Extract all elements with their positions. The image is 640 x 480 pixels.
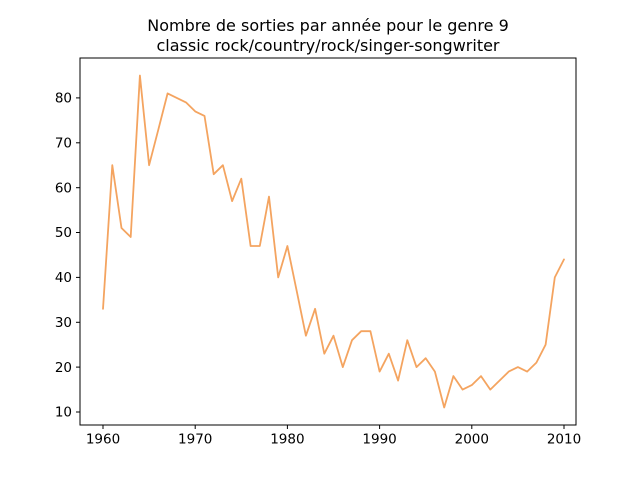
x-tick-label: 1980 bbox=[270, 432, 304, 448]
y-tick-label: 30 bbox=[55, 315, 72, 331]
y-tick-label: 50 bbox=[55, 225, 72, 241]
y-tick-label: 10 bbox=[55, 405, 72, 421]
x-tick-label: 1970 bbox=[178, 432, 212, 448]
x-axis-ticks: 1960 1970 1980 1990 2000 2010 bbox=[86, 425, 581, 448]
x-tick-label: 1960 bbox=[86, 432, 120, 448]
x-tick-label: 1990 bbox=[362, 432, 396, 448]
chart-title-line1: Nombre de sorties par année pour le genr… bbox=[147, 16, 509, 35]
y-tick-label: 40 bbox=[55, 270, 72, 286]
chart-title-line2: classic rock/country/rock/singer-songwri… bbox=[156, 36, 499, 55]
y-tick-label: 70 bbox=[55, 136, 72, 152]
series-line bbox=[102, 74, 565, 409]
x-tick-label: 2010 bbox=[547, 432, 581, 448]
y-tick-label: 60 bbox=[55, 180, 72, 196]
y-tick-label: 20 bbox=[55, 360, 72, 376]
y-axis-ticks: 10 20 30 40 50 60 70 80 bbox=[55, 91, 80, 421]
y-tick-label: 80 bbox=[55, 91, 72, 107]
x-tick-label: 2000 bbox=[455, 432, 489, 448]
axes-spines bbox=[79, 57, 577, 426]
